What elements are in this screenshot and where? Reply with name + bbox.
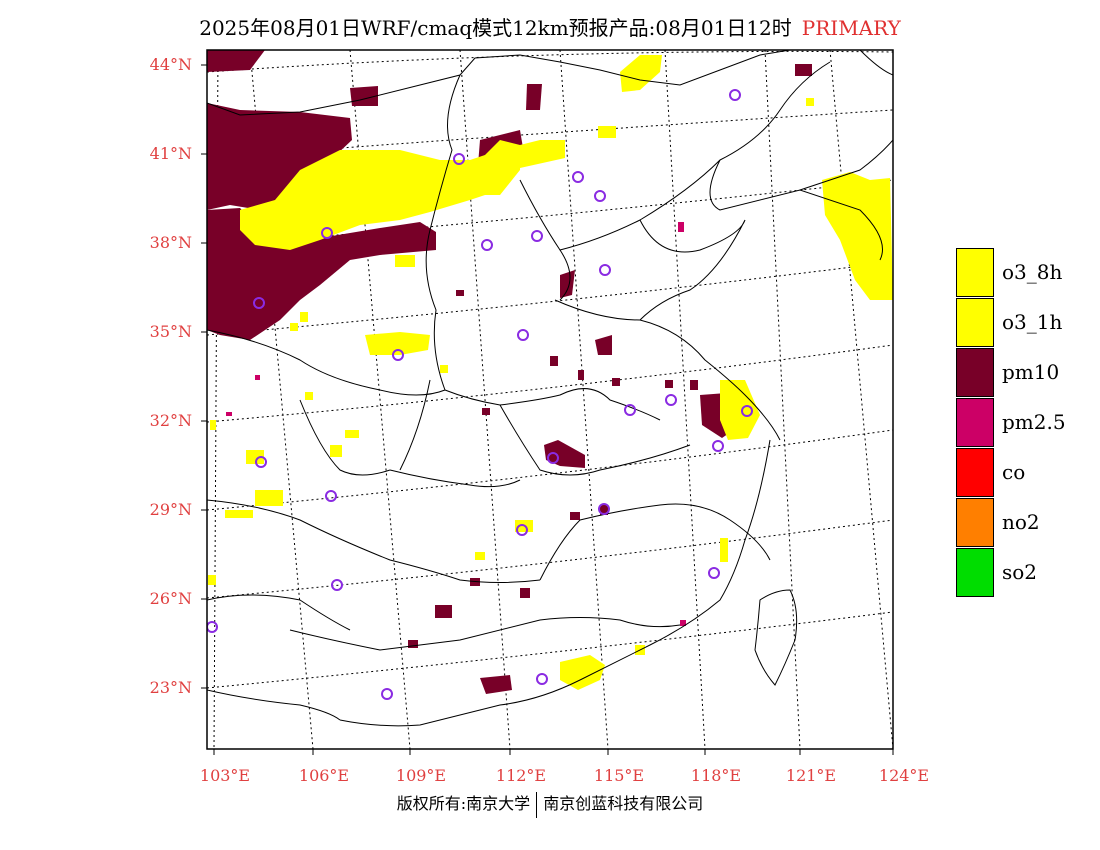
lon-label-106e: 106°E xyxy=(298,766,350,785)
lon-label-109e: 109°E xyxy=(395,766,447,785)
legend-label: o3_8h xyxy=(1002,260,1063,284)
legend-swatch xyxy=(956,248,994,297)
legend-label: pm10 xyxy=(1002,360,1060,384)
lon-label-115e: 115°E xyxy=(593,766,645,785)
title-text: 2025年08月01日WRF/cmaq模式12km预报产品:08月01日12时 xyxy=(199,16,792,40)
legend-swatch xyxy=(956,398,994,447)
station-markers xyxy=(207,89,753,700)
lon-label-121e: 121°E xyxy=(785,766,837,785)
legend-swatch xyxy=(956,448,994,497)
legend-label: co xyxy=(1002,460,1026,484)
lat-label-32n: 32°N xyxy=(149,411,192,430)
legend-swatch xyxy=(956,348,994,397)
copyright-footer: 版权所有:南京大学 南京创蓝科技有限公司 xyxy=(0,790,1100,818)
legend-label: pm2.5 xyxy=(1002,410,1066,434)
legend-label: so2 xyxy=(1002,560,1038,584)
axis-ticks xyxy=(201,64,894,755)
lon-label-124e: 124°E xyxy=(878,766,930,785)
lat-label-29n: 29°N xyxy=(149,500,192,519)
lat-label-44n: 44°N xyxy=(149,55,192,74)
legend-swatch xyxy=(956,298,994,347)
lat-label-23n: 23°N xyxy=(149,678,192,697)
legend-swatch xyxy=(956,548,994,597)
legend-label: o3_1h xyxy=(1002,310,1063,334)
lat-label-41n: 41°N xyxy=(149,144,192,163)
o3-areas xyxy=(208,55,893,690)
lon-label-118e: 118°E xyxy=(690,766,742,785)
copyright-left: 版权所有:南京大学 xyxy=(396,794,531,813)
lat-label-35n: 35°N xyxy=(149,322,192,341)
primary-tag: PRIMARY xyxy=(801,16,901,40)
lat-label-38n: 38°N xyxy=(149,233,192,252)
lon-label-103e: 103°E xyxy=(199,766,251,785)
legend-label: no2 xyxy=(1002,510,1040,534)
map-content xyxy=(207,50,893,749)
legend-swatch xyxy=(956,498,994,547)
boundaries xyxy=(207,50,893,727)
map-title: 2025年08月01日WRF/cmaq模式12km预报产品:08月01日12时 P… xyxy=(0,12,1100,41)
lat-label-26n: 26°N xyxy=(149,589,192,608)
lon-label-112e: 112°E xyxy=(495,766,547,785)
footer-divider xyxy=(536,791,538,818)
map-frame xyxy=(206,49,894,750)
copyright-right: 南京创蓝科技有限公司 xyxy=(543,794,704,813)
